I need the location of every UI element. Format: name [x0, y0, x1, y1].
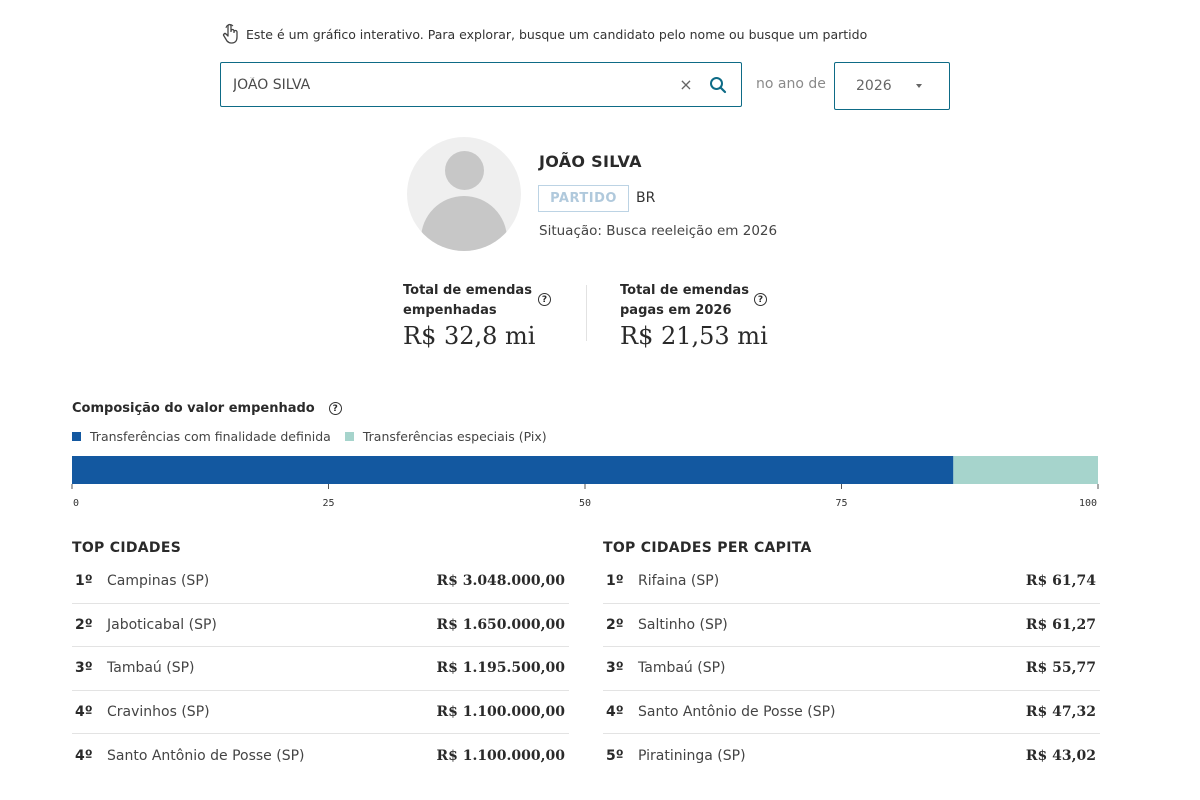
city-name: Piratininga (SP) — [638, 747, 746, 764]
rank-position: 4º — [75, 747, 93, 764]
stat-empenhadas-label-line1: Total de emendas — [403, 283, 532, 298]
legend-label-finalidade: Transferências com finalidade definida — [90, 429, 331, 444]
top-cities-title: TOP CIDADES — [72, 540, 182, 556]
city-amount: R$ 61,27 — [1025, 616, 1096, 633]
composition-bar-chart: 0 25 50 75 100 — [71, 456, 1099, 509]
stat-pagas-label-line1: Total de emendas — [620, 283, 749, 298]
rank-position: 3º — [606, 660, 624, 677]
axis-tick-label: 0 — [73, 498, 79, 509]
legend-swatch-finalidade — [72, 432, 81, 441]
stat-pagas-label: Total de emendas pagas em 2026 — [620, 281, 750, 321]
chart-legend: Transferências com finalidade definida T… — [72, 429, 547, 444]
table-row: 3º Tambaú (SP) R$ 55,77 — [603, 647, 1100, 691]
city-name: Campinas (SP) — [107, 573, 210, 590]
top-per-capita-list: 1º Rifaina (SP) R$ 61,74 2º Saltinho (SP) R$ … — [603, 560, 1100, 778]
stat-divider — [586, 285, 587, 341]
legend-item-pix: Transferências especiais (Pix) — [344, 429, 547, 444]
stat-empenhadas-label: Total de emendas empenhadas — [403, 281, 533, 321]
city-name: Cravinhos (SP) — [107, 703, 210, 720]
search-button[interactable] — [705, 72, 731, 98]
city-amount: R$ 47,32 — [1025, 703, 1096, 720]
search-icon — [710, 76, 727, 93]
city-amount: R$ 1.195.500,00 — [436, 660, 565, 677]
stat-empenhadas: Total de emendas empenhadas R$ 32,8 mi ? — [403, 281, 551, 350]
legend-swatch-pix — [344, 432, 354, 441]
chevron-down-icon — [916, 84, 922, 88]
city-amount: R$ 1.100.000,00 — [436, 703, 565, 720]
rank-position: 4º — [606, 703, 624, 720]
stat-empenhadas-value: R$ 32,8 mi — [403, 322, 536, 350]
rank-position: 1º — [606, 573, 624, 590]
info-icon[interactable]: ? — [754, 293, 767, 306]
top-cities-panel: TOP CIDADES 1º Campinas (SP) R$ 3.048.000,… — [72, 540, 569, 778]
table-row: 5º Piratininga (SP) R$ 43,02 — [603, 734, 1100, 778]
avatar-body-shape — [421, 196, 507, 251]
table-row: 2º Saltinho (SP) R$ 61,27 — [603, 604, 1100, 647]
info-icon[interactable]: ? — [538, 293, 551, 306]
rank-position: 4º — [75, 703, 93, 720]
composition-title: Composição do valor empenhado ? — [72, 401, 342, 416]
city-name: Tambaú (SP) — [638, 660, 726, 677]
top-per-capita-panel: TOP CIDADES PER CAPITA 1º Rifaina (SP) R$ … — [603, 540, 1100, 778]
city-amount: R$ 3.048.000,00 — [436, 573, 565, 590]
candidate-name: JOÃO SILVA — [539, 152, 642, 171]
rank-position: 2º — [606, 616, 624, 633]
candidate-search-box: × — [220, 62, 742, 107]
pointer-hand-icon — [222, 23, 238, 44]
city-name: Jaboticabal (SP) — [107, 616, 217, 633]
city-amount: R$ 43,02 — [1025, 747, 1096, 764]
stat-pagas: Total de emendas pagas em 2026 R$ 21,53 … — [620, 281, 768, 350]
candidate-status: Situação: Busca reeleição em 2026 — [539, 223, 778, 239]
city-name: Santo Antônio de Posse (SP) — [107, 747, 305, 764]
search-input[interactable] — [233, 76, 673, 93]
info-icon[interactable]: ? — [328, 402, 342, 415]
top-per-capita-title: TOP CIDADES PER CAPITA — [603, 540, 812, 556]
candidate-uf: BR — [636, 190, 656, 206]
rank-position: 5º — [606, 747, 624, 764]
city-name: Santo Antônio de Posse (SP) — [638, 703, 836, 720]
year-selected-value: 2026 — [856, 78, 892, 94]
avatar-head-shape — [445, 151, 484, 190]
axis-tick-label: 75 — [835, 498, 847, 509]
year-dropdown[interactable]: 2026 — [834, 62, 950, 110]
stat-pagas-label-line2: pagas em 2026 — [620, 303, 732, 318]
city-name: Rifaina (SP) — [638, 573, 720, 590]
table-row: 4º Cravinhos (SP) R$ 1.100.000,00 — [72, 691, 569, 734]
top-cities-list: 1º Campinas (SP) R$ 3.048.000,00 2º Jabotica… — [72, 560, 569, 778]
axis-tick-label: 100 — [1079, 498, 1097, 509]
table-row: 3º Tambaú (SP) R$ 1.195.500,00 — [72, 647, 569, 691]
legend-label-pix: Transferências especiais (Pix) — [362, 429, 547, 444]
axis-tick-label: 50 — [579, 498, 591, 509]
city-name: Tambaú (SP) — [107, 660, 195, 677]
table-row: 4º Santo Antônio de Posse (SP) R$ 47,32 — [603, 691, 1100, 734]
table-row: 1º Campinas (SP) R$ 3.048.000,00 — [72, 560, 569, 604]
hint-text: Este é um gráfico interativo. Para explo… — [246, 26, 868, 42]
city-name: Saltinho (SP) — [638, 616, 728, 633]
clear-search-button[interactable]: × — [679, 75, 693, 94]
stat-empenhadas-label-line2: empenhadas — [403, 303, 497, 318]
stat-pagas-value: R$ 21,53 mi — [620, 322, 768, 350]
year-label: no ano de — [756, 76, 826, 92]
rank-position: 3º — [75, 660, 93, 677]
composition-title-text: Composição do valor empenhado — [72, 401, 315, 416]
bar-segment-1[interactable] — [953, 456, 1098, 484]
table-row: 4º Santo Antônio de Posse (SP) R$ 1.100.00… — [72, 734, 569, 778]
axis-tick-label: 25 — [322, 498, 334, 509]
interactive-hint: Este é um gráfico interativo. Para explo… — [222, 23, 867, 45]
table-row: 2º Jaboticabal (SP) R$ 1.650.000,00 — [72, 604, 569, 647]
rank-position: 2º — [75, 616, 93, 633]
city-amount: R$ 61,74 — [1025, 573, 1096, 590]
city-amount: R$ 55,77 — [1025, 660, 1096, 677]
party-badge: PARTIDO — [538, 185, 629, 212]
table-row: 1º Rifaina (SP) R$ 61,74 — [603, 560, 1100, 604]
rank-position: 1º — [75, 573, 93, 590]
city-amount: R$ 1.650.000,00 — [436, 616, 565, 633]
city-amount: R$ 1.100.000,00 — [436, 747, 565, 764]
legend-item-finalidade: Transferências com finalidade definida — [72, 429, 331, 444]
bar-segment-0[interactable] — [72, 456, 954, 484]
avatar — [407, 137, 521, 251]
